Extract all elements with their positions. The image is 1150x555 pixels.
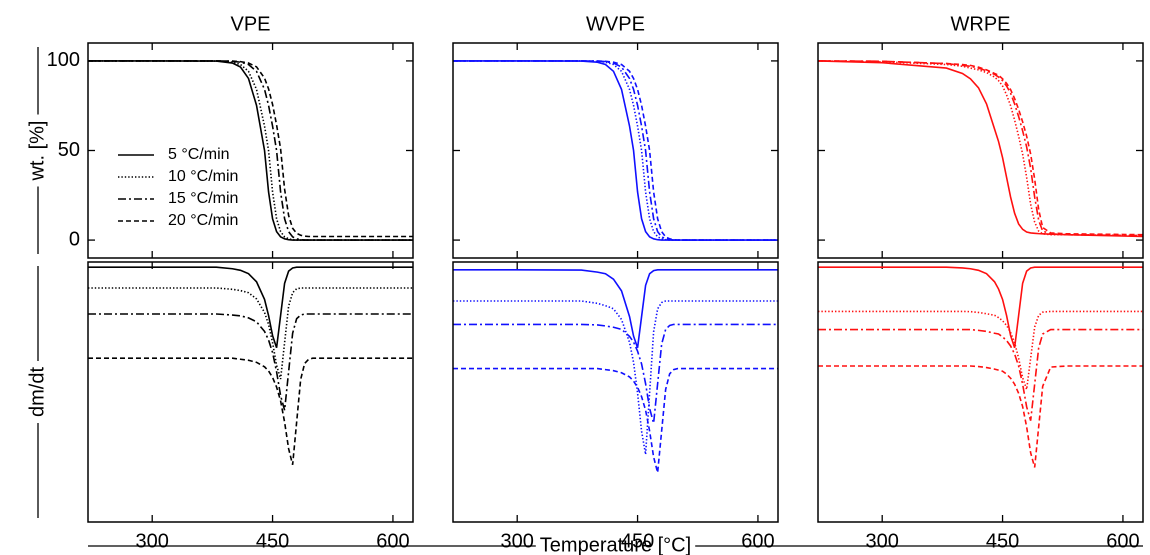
series-line: [88, 60, 413, 241]
series-line: [453, 269, 778, 349]
series-line: [818, 60, 1143, 237]
series-line: [818, 328, 1143, 421]
panel-title: VPE: [230, 13, 270, 35]
series-line: [88, 266, 413, 349]
series-line: [453, 60, 778, 241]
plot-lines: [818, 266, 1143, 468]
panel-frame: [452, 261, 779, 523]
plot-lines: [453, 269, 778, 473]
series-line: [818, 60, 1143, 238]
x-tick-label: 600: [741, 530, 774, 552]
series-line: [818, 310, 1143, 390]
series-line: [818, 266, 1143, 349]
x-tick-label: 300: [136, 530, 169, 552]
y-axis-label: wt. [%]: [26, 120, 48, 181]
legend-label: 10 °C/min: [168, 168, 238, 185]
x-axis-label: Temperature [°C]: [540, 534, 691, 555]
series-line: [453, 323, 778, 424]
series-line: [818, 60, 1143, 237]
panel-frame: [817, 42, 1144, 259]
panel-title: WVPE: [586, 13, 645, 35]
x-tick-label: 600: [1106, 530, 1139, 552]
series-line: [818, 60, 1143, 236]
series-line: [818, 365, 1143, 468]
y-tick-label: 100: [47, 49, 80, 71]
series-line: [453, 300, 778, 455]
y-tick-label: 50: [58, 139, 80, 161]
series-line: [88, 287, 413, 380]
panel-frame: [87, 261, 414, 523]
legend-label: 15 °C/min: [168, 190, 238, 207]
y-axis-label: dm/dt: [26, 367, 48, 417]
panel-title: WRPE: [951, 13, 1011, 35]
panel-frame: [452, 42, 779, 259]
panel-frame: [87, 42, 414, 259]
series-line: [453, 367, 778, 473]
x-tick-label: 300: [501, 530, 534, 552]
series-line: [88, 60, 413, 241]
series-line: [88, 60, 413, 238]
x-tick-label: 600: [376, 530, 409, 552]
x-tick-label: 450: [986, 530, 1019, 552]
x-tick-label: 450: [621, 530, 654, 552]
legend-label: 20 °C/min: [168, 212, 238, 229]
series-line: [88, 60, 413, 241]
plot-lines: [88, 60, 413, 241]
series-line: [453, 60, 778, 241]
plot-lines: [453, 60, 778, 241]
legend-label: 5 °C/min: [168, 146, 230, 163]
series-line: [88, 313, 413, 411]
x-tick-label: 450: [256, 530, 289, 552]
panel-frame: [817, 261, 1144, 523]
series-line: [453, 60, 778, 241]
series-line: [88, 357, 413, 465]
x-tick-label: 300: [866, 530, 899, 552]
plot-lines: [88, 266, 413, 465]
plot-lines: [818, 60, 1143, 238]
series-line: [453, 60, 778, 241]
y-tick-label: 0: [69, 228, 80, 250]
